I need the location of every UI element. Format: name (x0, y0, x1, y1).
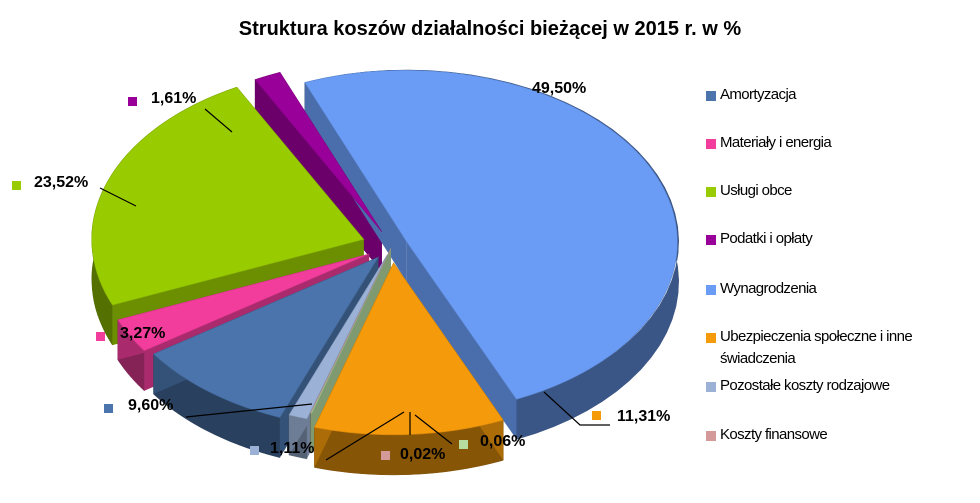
leader-line (325, 411, 405, 461)
slice-value-label: 49,50% (532, 80, 586, 97)
pie-slice-3 (91, 86, 365, 306)
pie-slice-2 (117, 253, 370, 352)
slice-value-label: 1,61% (151, 90, 196, 107)
pie-chart: 9,60% 3,27% 23,52% 1,61% 49,50% 11,31% 1,11% 0,… (12, 69, 679, 476)
label-swatch (96, 332, 105, 341)
leader-line (185, 403, 313, 418)
legend-swatch (706, 285, 716, 295)
leader-line (543, 391, 610, 426)
legend-swatch (706, 91, 716, 101)
label-swatch (250, 446, 259, 455)
label-swatch (128, 97, 137, 106)
label-swatch (459, 440, 468, 449)
legend-label: Amortyzacja (720, 86, 797, 103)
slice-value-label: 9,60% (128, 397, 173, 414)
slice-value-label: 0,02% (400, 446, 445, 463)
leader-line (414, 414, 453, 445)
legend-swatch (706, 139, 716, 149)
legend-label: Ubezpieczenia społeczne i inne świadczen… (720, 328, 913, 367)
legend-swatch (706, 333, 716, 343)
legend-swatch (706, 382, 716, 392)
legend-label: Materiały i energia (720, 134, 832, 151)
leader-line (99, 187, 137, 207)
pie-slice-5 (304, 70, 678, 400)
label-swatch (381, 451, 390, 460)
slice-value-label: 0,06% (480, 433, 525, 450)
leader-line (204, 108, 233, 133)
legend-label: Usługi obce (720, 182, 792, 199)
label-swatch (592, 411, 601, 420)
legend-label: Pozostałe koszty rodzajowe (720, 377, 890, 394)
label-swatch (511, 87, 520, 96)
slice-value-label: 23,52% (34, 174, 88, 191)
pie-slice-4 (254, 72, 383, 233)
pie-slice-8 (309, 248, 392, 414)
legend-label: Koszty finansowe (720, 426, 828, 443)
chart-title: Struktura koszów działalności bieżącej w… (238, 18, 742, 40)
legend-swatch (706, 235, 716, 245)
slice-value-label: 3,27% (120, 325, 165, 342)
pie-slice-1 (152, 256, 380, 418)
label-swatch (12, 181, 21, 190)
legend-label: Wynagrodzenia (720, 280, 817, 297)
slice-value-label: 1,11% (270, 440, 314, 457)
label-swatch (104, 404, 113, 413)
legend-swatch (706, 187, 716, 197)
legend-label: Podatki i opłaty (720, 230, 813, 247)
legend-swatch (706, 431, 716, 441)
slice-value-label: 11,31% (617, 408, 670, 425)
pie-slice-7 (288, 254, 388, 420)
